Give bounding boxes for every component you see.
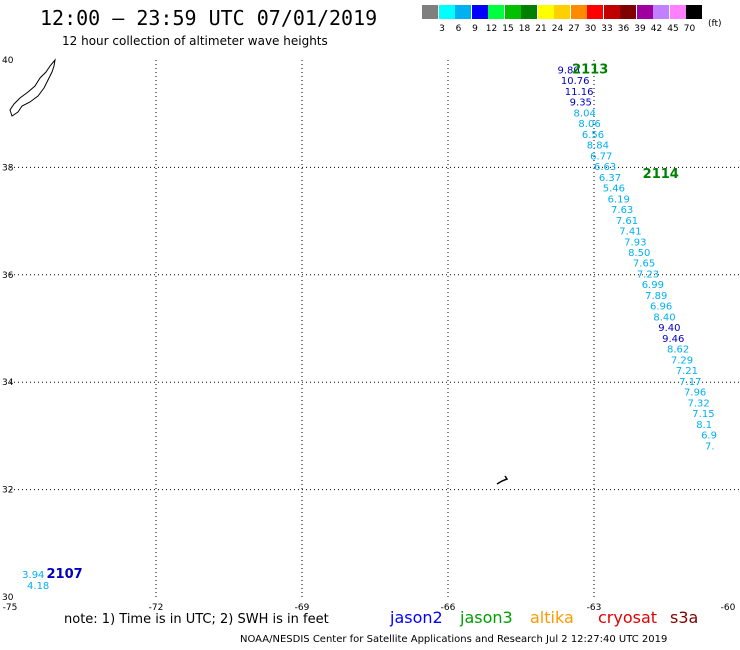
footer-credit: NOAA/NESDIS Center for Satellite Applica… [240, 634, 668, 645]
wave-height-label: 9.35 [570, 98, 592, 109]
note-text: note: 1) Time is in UTC; 2) SWH is in fe… [64, 612, 329, 627]
wave-height-label: 7.96 [684, 388, 706, 399]
wave-height-label: 7.65 [633, 259, 655, 270]
legend-swatch [620, 5, 636, 19]
page-subtitle: 12 hour collection of altimeter wave hei… [62, 34, 328, 48]
wave-height-label: 8.84 [587, 141, 609, 152]
legend-swatch [521, 5, 537, 19]
wave-height-label: 7.89 [645, 291, 667, 302]
legend-swatch [570, 5, 587, 19]
wave-height-label: 6.37 [599, 173, 621, 184]
wave-height-label: 7.41 [619, 227, 641, 238]
wave-height-label: 10.76 [561, 76, 590, 87]
island-bermuda-shape [496, 475, 509, 485]
wave-height-label: 7. [705, 441, 715, 452]
lon-tick-label: -69 [295, 603, 310, 613]
wave-height-label: 7.23 [637, 269, 659, 280]
legend-swatch [438, 5, 455, 19]
legend-label: 24 [551, 24, 564, 34]
legend-label: 42 [650, 24, 663, 34]
legend-swatch [587, 5, 603, 19]
wave-height-label: 9.40 [658, 323, 680, 334]
legend-label: 12 [485, 24, 498, 34]
wave-height-label: 7.15 [692, 409, 714, 420]
wave-height-label: 11.16 [565, 87, 594, 98]
satellite-name: jason3 [460, 608, 513, 627]
legend-label: 70 [683, 24, 696, 34]
wave-height-label: 9.80 [558, 65, 580, 76]
wave-height-label: 7.61 [616, 216, 638, 227]
legend-label: 33 [601, 24, 613, 34]
lon-tick-label: -72 [149, 603, 164, 613]
wave-height-label: 7.63 [611, 205, 633, 216]
legend-swatch [669, 5, 686, 19]
wave-height-label: 8.04 [574, 108, 596, 119]
wave-height-label: 6.63 [594, 162, 616, 173]
legend-label: 21 [535, 24, 547, 34]
wave-height-label: 6.19 [608, 194, 630, 205]
wave-height-label: 6.56 [582, 130, 604, 141]
wave-height-label: 8.50 [628, 248, 650, 259]
wave-height-label: 7.93 [624, 237, 646, 248]
legend-swatch [686, 5, 702, 19]
lon-tick-label: -60 [721, 603, 736, 613]
legend-label: 39 [634, 24, 646, 34]
wave-height-label: 7.32 [687, 398, 709, 409]
legend-swatch [554, 5, 570, 19]
wave-height-label: 8.1 [696, 420, 712, 431]
wave-height-label: 5.46 [603, 184, 625, 195]
satellite-name: s3a [670, 608, 699, 627]
lat-tick-label: 38 [2, 163, 14, 173]
satellite-name: altika [530, 608, 574, 627]
wave-height-label: 7.21 [676, 366, 698, 377]
pass-number-label: 2107 [47, 567, 83, 582]
legend-swatch [471, 5, 488, 19]
legend-label: 15 [502, 24, 514, 34]
wave-height-label: 6.99 [642, 280, 664, 291]
legend-label: 9 [472, 24, 478, 34]
lat-tick-label: 32 [2, 486, 13, 496]
lon-tick-label: -75 [3, 603, 18, 613]
wave-height-label: 8.06 [578, 119, 600, 130]
pass-number-label: 2114 [643, 167, 679, 182]
wave-height-label: 3.94 [22, 570, 44, 581]
wave-height-label: 8.40 [653, 312, 675, 323]
legend-swatch [636, 5, 653, 19]
page-title: 12:00 – 23:59 UTC 07/01/2019 [40, 6, 378, 30]
legend-swatch [653, 5, 669, 19]
coastline-shape [9, 58, 56, 117]
legend-swatch [422, 5, 438, 19]
wave-height-label: 6.96 [650, 302, 672, 313]
lon-tick-label: -63 [587, 603, 602, 613]
legend-swatch [603, 5, 620, 19]
wave-height-label: 6.77 [590, 151, 612, 162]
lat-tick-label: 30 [2, 593, 14, 603]
legend-label: 18 [518, 24, 531, 34]
legend-label: 36 [617, 24, 630, 34]
lat-tick-label: 36 [2, 271, 14, 281]
pass-number-label: 2113 [572, 62, 608, 77]
legend-label: 27 [568, 24, 580, 34]
wave-height-label: 4.18 [27, 581, 49, 592]
satellite-name: cryosat [598, 608, 658, 627]
legend-label: 6 [455, 24, 462, 34]
lat-tick-label: 40 [2, 56, 14, 66]
legend-swatch [455, 5, 471, 19]
legend-label: 30 [584, 24, 597, 34]
wave-height-label: 6.9 [701, 431, 717, 442]
satellite-name: jason2 [390, 608, 443, 627]
legend-swatch [488, 5, 504, 19]
wave-height-label: 8.62 [667, 345, 689, 356]
wave-height-label: 7.29 [671, 355, 693, 366]
legend-label: 3 [439, 24, 445, 34]
legend-swatch [504, 5, 521, 19]
wave-height-label: 9.46 [662, 334, 684, 345]
legend-label: 45 [667, 24, 679, 34]
legend-unit: (ft) [708, 19, 722, 29]
legend-swatch [537, 5, 554, 19]
lon-tick-label: -66 [441, 603, 456, 613]
wave-height-label: 7.17 [679, 377, 701, 388]
lat-tick-label: 34 [2, 378, 14, 388]
